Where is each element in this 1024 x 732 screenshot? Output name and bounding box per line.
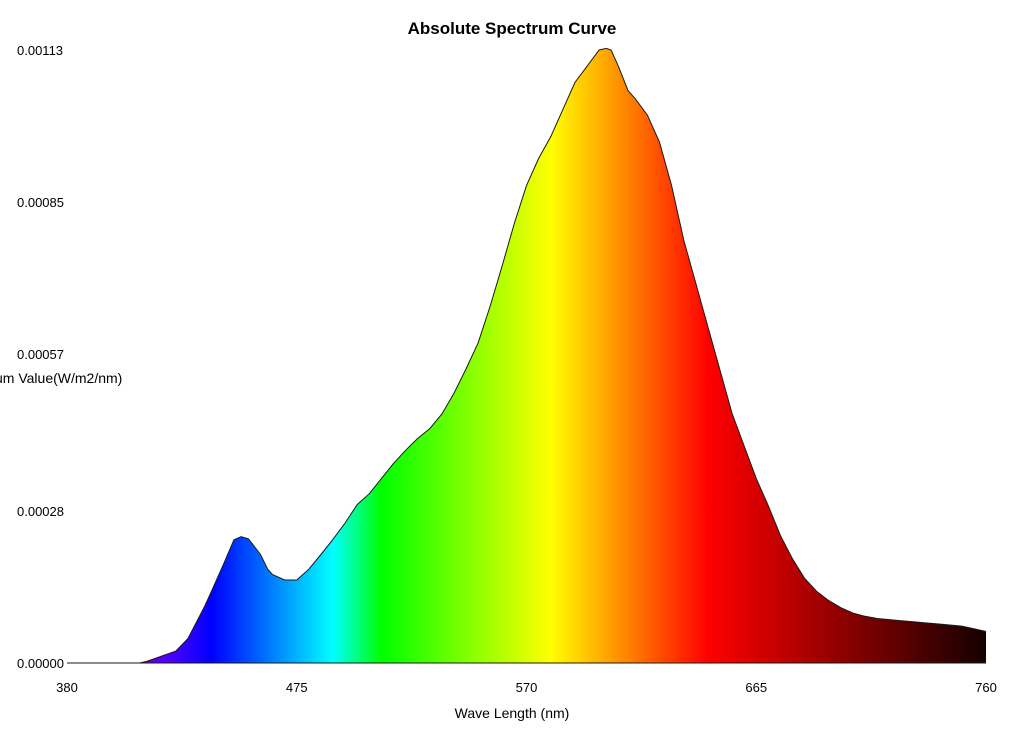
y-tick-label: 0.00028 xyxy=(17,504,64,519)
spectrum-curve xyxy=(67,47,987,664)
x-tick-label: 570 xyxy=(516,680,538,695)
y-axis-label: um Value(W/m2/nm) xyxy=(0,370,122,386)
y-tick-label: 0.00113 xyxy=(17,43,63,58)
y-tick-label: 0.00057 xyxy=(17,347,64,362)
y-tick-label: 0.00085 xyxy=(17,195,64,210)
x-tick-label: 665 xyxy=(745,680,767,695)
x-tick-label: 380 xyxy=(56,680,78,695)
chart-title: Absolute Spectrum Curve xyxy=(408,19,617,38)
x-tick-labels: 380 475 570 665 760 xyxy=(56,680,997,695)
y-tick-labels: 0.00000 0.00028 0.00057 0.00085 0.00113 xyxy=(17,43,64,671)
y-tick-label: 0.00000 xyxy=(17,656,64,671)
x-tick-label: 760 xyxy=(975,680,997,695)
x-axis-label: Wave Length (nm) xyxy=(455,705,570,721)
spectrum-area xyxy=(67,48,986,663)
x-tick-label: 475 xyxy=(286,680,308,695)
